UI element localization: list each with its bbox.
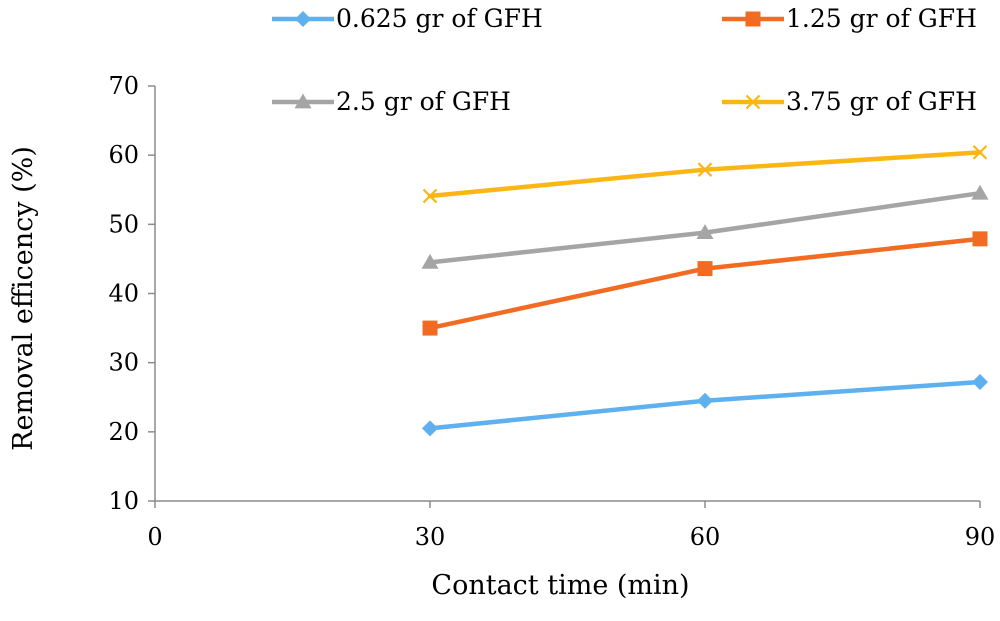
series-line bbox=[427, 150, 983, 199]
x-axis-title: Contact time (min) bbox=[431, 570, 689, 601]
data-point-x bbox=[422, 188, 438, 204]
series-1-25-gr-of-gfh bbox=[422, 231, 988, 336]
data-point-square bbox=[422, 320, 438, 336]
y-tick-label: 30 bbox=[108, 349, 139, 377]
legend-label: 1.25 gr of GFH bbox=[786, 4, 977, 33]
y-tick-label: 70 bbox=[108, 72, 139, 100]
data-point-x bbox=[972, 145, 988, 160]
legend-label: 3.75 gr of GFH bbox=[786, 87, 977, 116]
y-tick-label: 50 bbox=[108, 210, 139, 238]
data-point-diamond bbox=[697, 392, 713, 409]
data-point-triangle bbox=[696, 224, 714, 240]
legend-item: 1.25 gr of GFH bbox=[722, 4, 977, 33]
data-point-diamond bbox=[972, 374, 988, 391]
legend-marker-triangle bbox=[294, 93, 312, 109]
y-tick-label: 20 bbox=[108, 418, 139, 446]
chart-legend: 0.625 gr of GFH 1.25 gr of GFH 2.5 gr of G… bbox=[272, 4, 977, 116]
legend-item: 3.75 gr of GFH bbox=[722, 87, 977, 116]
legend-marker-diamond bbox=[295, 11, 311, 27]
data-point-diamond bbox=[422, 420, 438, 437]
legend-item: 2.5 gr of GFH bbox=[272, 87, 511, 116]
y-tick-label: 10 bbox=[108, 487, 139, 515]
legend-label: 0.625 gr of GFH bbox=[336, 4, 543, 33]
x-axis-ticks: 0 30 60 90 bbox=[147, 501, 995, 551]
legend-label: 2.5 gr of GFH bbox=[336, 87, 511, 116]
y-axis-ticks: 10 20 30 40 50 60 70 bbox=[108, 72, 155, 515]
y-axis-title: Removal efficency (%) bbox=[8, 146, 39, 451]
data-point-square bbox=[697, 261, 713, 277]
x-tick-label: 0 bbox=[147, 523, 162, 551]
chart-series bbox=[421, 145, 989, 437]
y-tick-label: 60 bbox=[108, 141, 139, 169]
data-point-triangle bbox=[971, 184, 989, 200]
x-tick-label: 30 bbox=[415, 523, 446, 551]
legend-marker-square bbox=[745, 11, 761, 27]
y-tick-label: 40 bbox=[108, 280, 139, 308]
legend-item: 0.625 gr of GFH bbox=[272, 4, 543, 33]
series-2-5-gr-of-gfh bbox=[421, 184, 989, 269]
chart-axes bbox=[154, 86, 980, 502]
data-point-x bbox=[697, 162, 713, 177]
series-3-75-gr-of-gfh bbox=[422, 145, 988, 204]
x-tick-label: 90 bbox=[965, 523, 996, 551]
x-tick-label: 60 bbox=[690, 523, 721, 551]
legend-marker-x bbox=[745, 94, 761, 110]
series-0-625-gr-of-gfh bbox=[422, 374, 988, 437]
data-point-triangle bbox=[421, 253, 439, 269]
data-point-square bbox=[972, 231, 988, 247]
